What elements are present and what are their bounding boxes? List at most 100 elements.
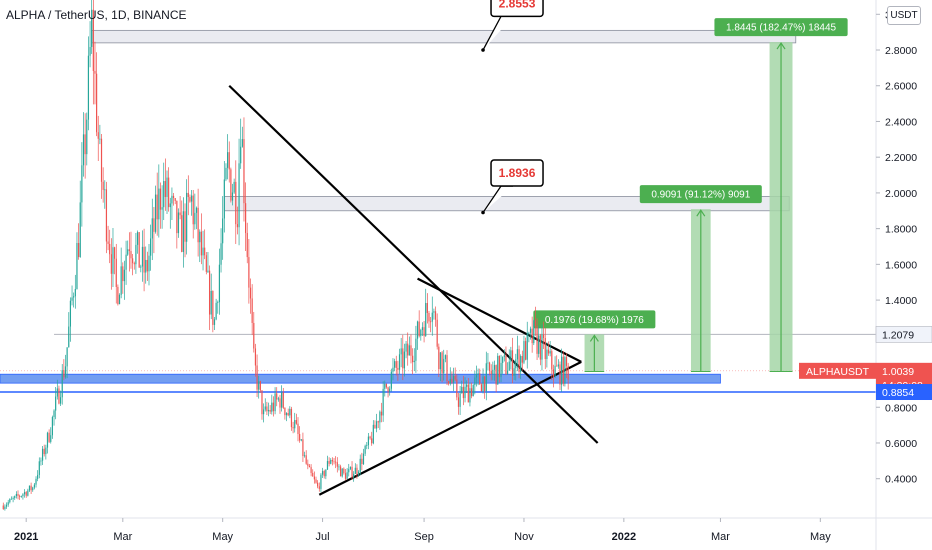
candle [307, 459, 309, 470]
candle [490, 364, 492, 381]
candle-body [356, 467, 358, 475]
candle [379, 410, 381, 430]
candle [127, 240, 129, 256]
candle-body [91, 9, 93, 47]
candle-body [228, 152, 230, 170]
candle [472, 383, 474, 397]
candle [120, 247, 122, 299]
candle [128, 232, 130, 272]
candle-body [100, 138, 103, 182]
candle [433, 308, 435, 320]
candle [25, 490, 27, 498]
candle [140, 264, 142, 273]
candle [431, 296, 433, 336]
candle [308, 463, 311, 468]
candle [115, 243, 117, 304]
candle-body [32, 487, 34, 491]
candle [207, 251, 209, 273]
candle [267, 402, 270, 417]
candle-body [27, 490, 29, 496]
candle [410, 334, 412, 364]
candle [413, 348, 415, 371]
candle-body [479, 373, 481, 385]
candle-body [133, 263, 135, 265]
candle-body [284, 407, 286, 416]
candle [99, 124, 101, 145]
candle-body [276, 393, 278, 400]
candle [551, 349, 553, 381]
candle-body [10, 498, 13, 500]
y-tick-label: 0.4000 [885, 474, 917, 486]
candle [213, 317, 216, 330]
candle [192, 189, 194, 239]
candle-body [4, 506, 6, 510]
candle-body [238, 163, 240, 228]
candle [150, 224, 152, 271]
candle [4, 504, 6, 511]
candle [339, 464, 342, 477]
candle-body [76, 243, 78, 289]
candle-body [161, 207, 163, 210]
candle-body [307, 463, 309, 466]
y-tick-label: 1.8000 [885, 224, 917, 236]
candle [451, 371, 453, 385]
candle [9, 498, 11, 504]
candle [186, 179, 188, 255]
candle-body [348, 469, 350, 473]
candle [436, 313, 438, 350]
candle-body [222, 218, 224, 244]
candle-body [259, 381, 261, 391]
candle-body [402, 348, 404, 369]
candle [495, 364, 497, 393]
price-callout: 2.8553 [481, 0, 544, 52]
candle [230, 167, 232, 203]
candle-body [457, 397, 460, 407]
candle [459, 386, 461, 416]
candle [285, 412, 288, 422]
candle-body [197, 207, 199, 243]
candle-body [53, 410, 55, 417]
candle [245, 182, 247, 252]
candle [539, 333, 541, 366]
candle [97, 115, 99, 161]
candle-body [200, 231, 202, 256]
candle-body [240, 146, 242, 164]
candle [7, 499, 9, 507]
candle-body [415, 338, 417, 361]
currency-label[interactable]: USDT [887, 6, 921, 25]
candle [159, 182, 162, 229]
candle [223, 160, 225, 233]
candle-body [482, 376, 484, 392]
candle-body [302, 439, 304, 457]
candle [348, 463, 350, 477]
candle-body [46, 432, 49, 448]
candle-body [64, 366, 67, 378]
candle-body [331, 459, 333, 462]
candle-body [128, 249, 130, 252]
candle [521, 350, 523, 371]
candle [520, 354, 522, 380]
candle-body [474, 377, 476, 386]
candle [87, 36, 90, 131]
candle [292, 421, 294, 434]
x-tick-label: 2022 [612, 531, 636, 543]
candle-body [166, 177, 168, 197]
candle-body [339, 466, 342, 477]
candle [89, 21, 91, 68]
candle [371, 431, 373, 446]
candle [104, 180, 106, 209]
candle-body [71, 297, 73, 301]
candle [15, 491, 17, 499]
candle [351, 461, 353, 480]
candle [305, 450, 307, 465]
candle [151, 198, 153, 261]
reference-badge [875, 326, 932, 343]
candle [446, 350, 448, 385]
candle-body [525, 341, 527, 360]
candle-body [82, 134, 85, 166]
candle-body [61, 370, 63, 398]
candle [487, 352, 489, 371]
candle [382, 381, 384, 422]
candle [552, 364, 555, 388]
